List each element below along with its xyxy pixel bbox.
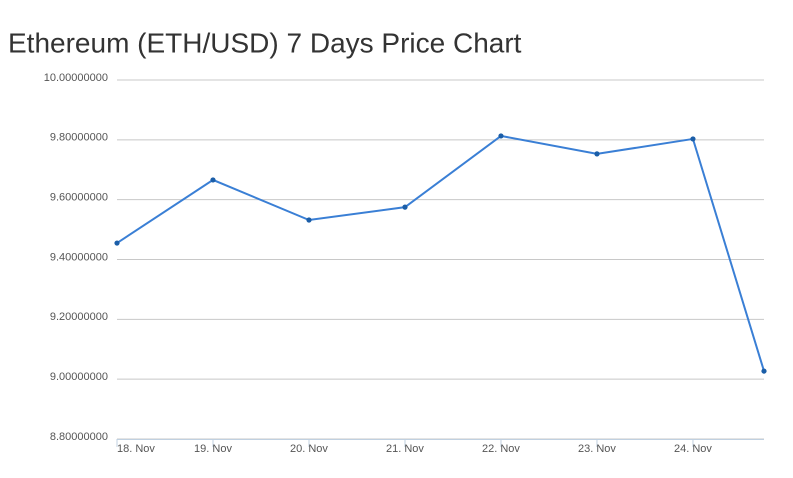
x-tick-label: 22. Nov — [482, 443, 520, 455]
data-point — [306, 217, 312, 223]
price-line — [116, 134, 765, 372]
data-point — [114, 240, 120, 246]
data-point — [402, 204, 408, 210]
x-tick-label: 24. Nov — [674, 443, 712, 455]
data-point — [210, 177, 216, 183]
x-tick-label: 23. Nov — [578, 443, 616, 455]
data-point — [498, 133, 504, 139]
x-tick-label: 21. Nov — [386, 443, 424, 455]
x-tick-label: 18. Nov — [117, 443, 155, 455]
y-tick-label: 8.80000000 — [50, 431, 108, 443]
data-point — [594, 151, 600, 157]
y-tick-label: 9.80000000 — [50, 132, 108, 144]
data-point — [761, 368, 767, 374]
x-tick-label: 19. Nov — [194, 443, 232, 455]
data-point — [690, 136, 696, 142]
y-tick-label: 9.60000000 — [50, 192, 108, 204]
y-tick-label: 9.40000000 — [50, 251, 108, 263]
chart-title: Ethereum (ETH/USD) 7 Days Price Chart — [8, 27, 522, 58]
y-tick-label: 10.00000000 — [44, 72, 108, 84]
y-tick-label: 9.00000000 — [50, 371, 108, 383]
y-tick-label: 9.20000000 — [50, 311, 108, 323]
x-tick-label: 20. Nov — [290, 443, 328, 455]
